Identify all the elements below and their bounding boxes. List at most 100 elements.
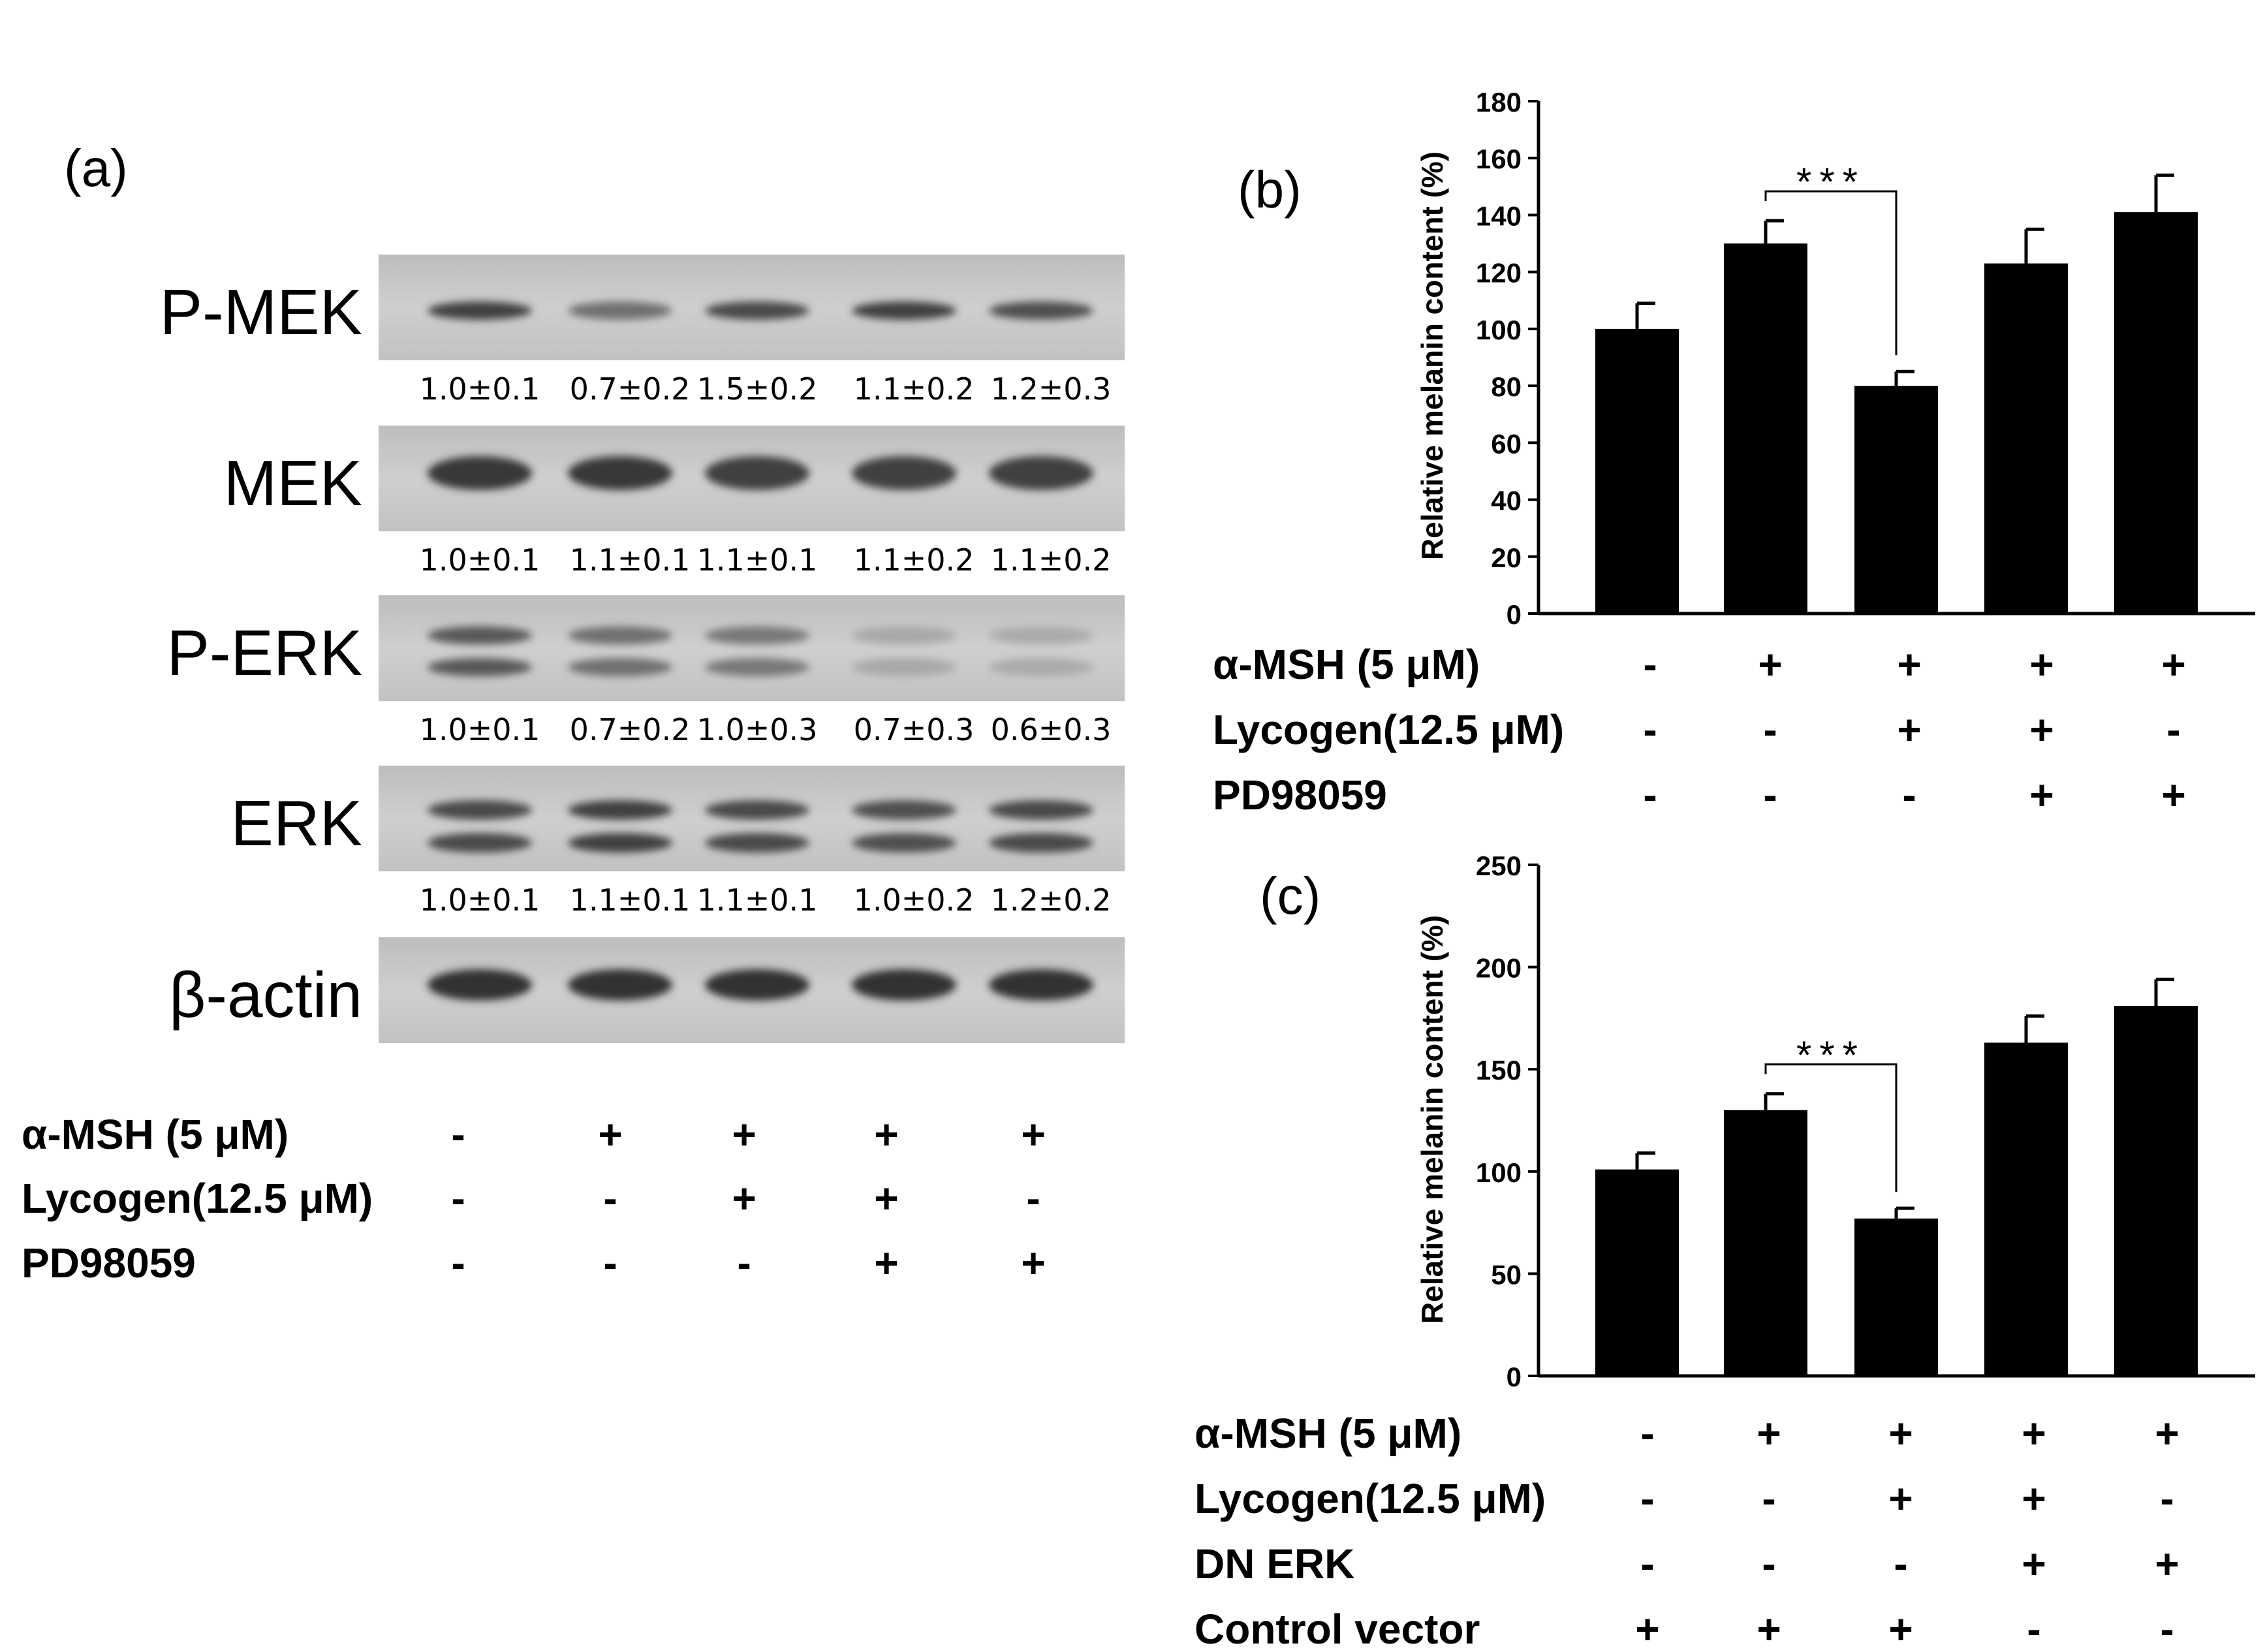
treatment-sign: + bbox=[2155, 1410, 2179, 1457]
blot-band bbox=[705, 456, 809, 490]
bar bbox=[1854, 386, 1938, 614]
blot-band bbox=[428, 833, 532, 853]
treatment-sign: - bbox=[1643, 771, 1657, 818]
treatment-label: DN ERK bbox=[1195, 1540, 1354, 1587]
blot-p-erk: P-ERK 1.0±0.1 0.7±0.2 1.0±0.3 0.7±0.3 0.6±0.3 bbox=[166, 595, 1125, 747]
blot-label: P-ERK bbox=[166, 617, 362, 689]
blot-actin: β-actin bbox=[169, 937, 1125, 1043]
y-tick-label: 50 bbox=[1491, 1259, 1522, 1290]
blot-band bbox=[989, 456, 1093, 490]
y-tick-label: 100 bbox=[1476, 315, 1522, 345]
treatment-row-pd98059: PD98059 - - - + + bbox=[1213, 771, 2186, 818]
treatment-sign: - bbox=[2166, 706, 2180, 753]
blot-label: β-actin bbox=[169, 959, 362, 1031]
treatment-label: Lycogen(12.5 μM) bbox=[22, 1175, 373, 1222]
treatment-sign: + bbox=[874, 1111, 898, 1158]
blot-band bbox=[852, 301, 956, 320]
panel-c-label: (c) bbox=[1260, 867, 1320, 925]
treatment-sign: - bbox=[1643, 706, 1657, 753]
treatment-label: PD98059 bbox=[1213, 771, 1387, 818]
blot-quantification: 1.2±0.2 bbox=[991, 882, 1112, 918]
blot-band bbox=[568, 800, 672, 820]
blot-quantification: 1.1±0.2 bbox=[854, 542, 975, 578]
blot-quantification: 1.1±0.1 bbox=[570, 882, 691, 918]
treatment-sign: + bbox=[1757, 1606, 1781, 1652]
treatment-row-lycogen-12-5-m: Lycogen(12.5 μM) - - + + - bbox=[1213, 706, 2181, 753]
significance-bracket bbox=[1764, 190, 1898, 356]
treatment-sign: + bbox=[2022, 1475, 2046, 1522]
treatment-sign: + bbox=[1888, 1475, 1913, 1522]
y-tick-label: 180 bbox=[1476, 87, 1522, 117]
blot-band bbox=[568, 456, 672, 490]
blot-band bbox=[989, 833, 1093, 853]
blot-band bbox=[852, 969, 956, 1001]
treatment-sign: - bbox=[2160, 1606, 2174, 1652]
treatment-sign: + bbox=[1757, 1410, 1781, 1457]
treatment-sign: + bbox=[874, 1175, 898, 1222]
blot-quantification: 1.0±0.1 bbox=[420, 882, 540, 918]
blot-quantification: 1.5±0.2 bbox=[697, 371, 818, 407]
panel-c-bar-chart: (c) Relative melanin content (%) 0 50 100 1… bbox=[1195, 850, 2255, 1652]
panel-b-y-axis-label: Relative melanin content (%) bbox=[1415, 151, 1449, 560]
treatment-row-dn-erk: DN ERK - - - + + bbox=[1195, 1540, 2179, 1587]
blot-band bbox=[705, 301, 809, 320]
treatment-sign: - bbox=[1026, 1175, 1040, 1222]
blot-band bbox=[428, 969, 532, 1001]
treatment-sign: - bbox=[603, 1175, 617, 1222]
panel-a-treatment-table: α-MSH (5 μM) - + + + +Lycogen(12.5 μM) - - + + -PD… bbox=[22, 1111, 1046, 1286]
bar bbox=[1854, 1218, 1938, 1376]
treatment-sign: - bbox=[2160, 1475, 2174, 1522]
treatment-label: PD98059 bbox=[22, 1239, 196, 1286]
treatment-sign: + bbox=[2029, 706, 2054, 753]
y-tick-label: 100 bbox=[1476, 1157, 1522, 1188]
blot-quantification: 0.7±0.2 bbox=[570, 712, 691, 747]
blot-erk: ERK 1.0±0.1 1.1±0.1 1.1±0.1 1.0±0.2 1.2±0.2 bbox=[230, 766, 1125, 918]
treatment-sign: + bbox=[1021, 1111, 1045, 1158]
treatment-sign: + bbox=[2022, 1410, 2046, 1457]
blot-band bbox=[705, 800, 809, 820]
treatment-sign: - bbox=[451, 1239, 465, 1286]
treatment-row-msh-5-m: α-MSH (5 μM) - + + + + bbox=[22, 1111, 1046, 1158]
treatment-sign: + bbox=[2022, 1540, 2046, 1587]
blot-band bbox=[428, 456, 532, 490]
treatment-row-msh-5-m: α-MSH (5 μM) - + + + + bbox=[1195, 1410, 2179, 1457]
blot-band bbox=[428, 800, 532, 820]
y-tick-label: 20 bbox=[1491, 542, 1522, 573]
blot-band bbox=[852, 833, 956, 853]
blot-quantification: 1.1±0.1 bbox=[697, 542, 818, 578]
blot-band bbox=[989, 626, 1093, 645]
bar bbox=[1724, 1110, 1807, 1376]
panel-c-plot-area: 0 50 100 150 200 250 *** bbox=[1476, 850, 2255, 1392]
treatment-sign: + bbox=[874, 1239, 898, 1286]
treatment-row-lycogen-12-5-m: Lycogen(12.5 μM) - - + + - bbox=[22, 1175, 1040, 1222]
treatment-sign: + bbox=[2155, 1540, 2179, 1587]
treatment-sign: + bbox=[2029, 771, 2054, 818]
blot-band bbox=[989, 301, 1093, 320]
blot-band bbox=[568, 626, 672, 645]
bar bbox=[2114, 212, 2198, 614]
bar bbox=[1984, 263, 2068, 614]
y-tick-label: 120 bbox=[1476, 258, 1522, 288]
blot-band bbox=[852, 626, 956, 645]
y-tick-label: 200 bbox=[1476, 953, 1522, 984]
y-tick-label: 40 bbox=[1491, 486, 1522, 516]
treatment-sign: + bbox=[2161, 771, 2185, 818]
treatment-sign: - bbox=[1640, 1410, 1654, 1457]
blot-label: P-MEK bbox=[160, 276, 362, 348]
treatment-label: α-MSH (5 μM) bbox=[22, 1111, 289, 1158]
panel-b-treatment-table: α-MSH (5 μM) - + + + +Lycogen(12.5 μM) - - + + -PD… bbox=[1213, 641, 2186, 818]
blot-quantification: 0.6±0.3 bbox=[991, 712, 1112, 747]
treatment-sign: + bbox=[2029, 641, 2054, 688]
panel-a-western-blot: (a) P-MEK 1.0±0.1 0.7±0.2 1.5±0.2 1.1±0.2 1.2… bbox=[22, 139, 1125, 1286]
panel-a-label: (a) bbox=[64, 139, 128, 197]
treatment-label: Control vector bbox=[1195, 1606, 1480, 1652]
treatment-sign: + bbox=[732, 1111, 756, 1158]
treatment-sign: - bbox=[2027, 1606, 2040, 1652]
blot-quantification: 1.1±0.1 bbox=[697, 882, 818, 918]
treatment-sign: + bbox=[1635, 1606, 1659, 1652]
blot-band bbox=[705, 969, 809, 1001]
treatment-row-lycogen-12-5-m: Lycogen(12.5 μM) - - + + - bbox=[1195, 1475, 2174, 1522]
treatment-label: α-MSH (5 μM) bbox=[1195, 1410, 1461, 1457]
blot-band bbox=[989, 800, 1093, 820]
